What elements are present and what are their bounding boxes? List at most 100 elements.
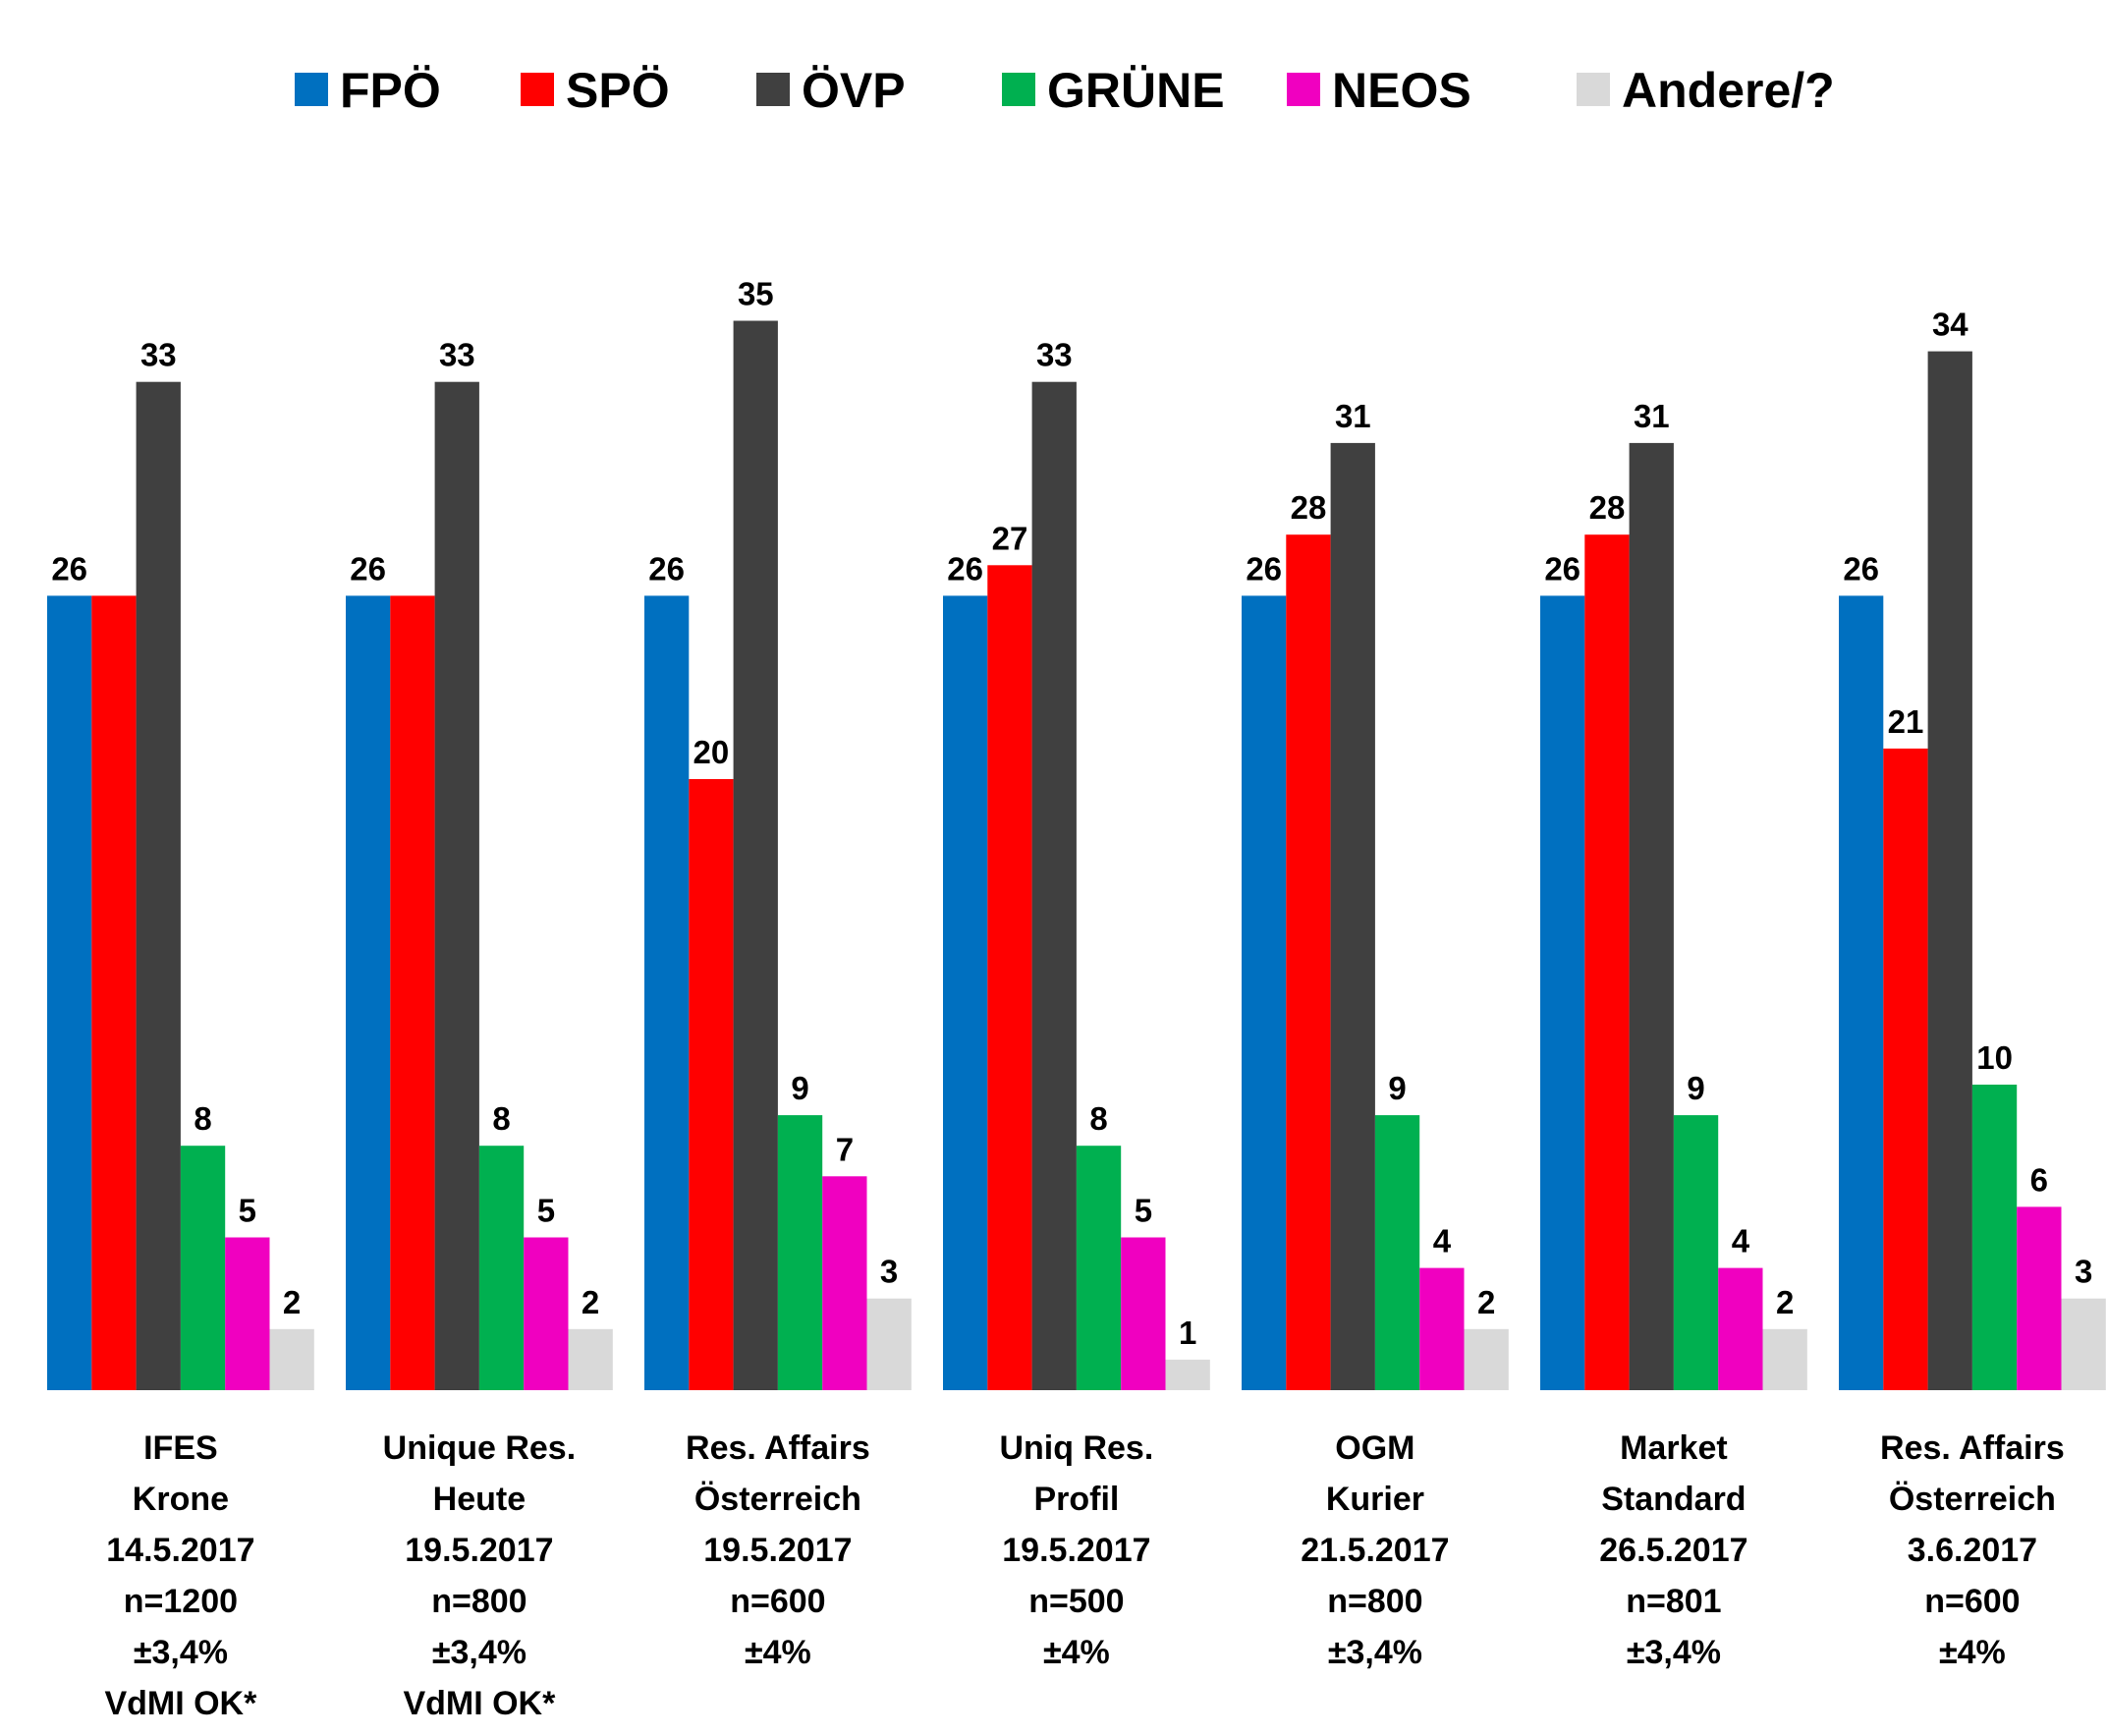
data-label-fpoe-group-1: 26 xyxy=(51,550,87,587)
bar-fpoe-group-4 xyxy=(943,595,988,1390)
bar-oevp-group-1 xyxy=(136,381,181,1391)
bar-spoe-group-5 xyxy=(1286,534,1331,1390)
data-label-neos-group-1: 5 xyxy=(239,1193,256,1229)
data-label-fpoe-group-5: 26 xyxy=(1246,550,1282,587)
category-label-group-4-line-3: 19.5.2017 xyxy=(1002,1532,1150,1569)
data-label-oevp-group-7: 34 xyxy=(1932,307,1968,343)
category-label-group-2-line-3: 19.5.2017 xyxy=(405,1532,553,1569)
category-label-group-3-line-5: ±4% xyxy=(745,1634,811,1671)
data-label-gruene-group-7: 10 xyxy=(1976,1039,2013,1076)
data-label-andere-group-6: 2 xyxy=(1776,1284,1794,1320)
legend-label-oevp: ÖVP xyxy=(802,63,906,118)
data-label-andere-group-1: 2 xyxy=(283,1284,301,1320)
data-label-spoe-group-7: 21 xyxy=(1888,703,1924,740)
bar-neos-group-4 xyxy=(1121,1237,1166,1390)
category-label-group-4-line-2: Profil xyxy=(1033,1481,1119,1518)
data-label-oevp-group-6: 31 xyxy=(1634,398,1670,434)
category-label-group-2-line-5: ±3,4% xyxy=(432,1634,527,1671)
data-label-oevp-group-3: 35 xyxy=(738,276,774,312)
legend-label-gruene: GRÜNE xyxy=(1047,63,1225,118)
legend-swatch-andere xyxy=(1577,73,1610,106)
legend-label-andere: Andere/? xyxy=(1622,63,1835,118)
data-label-spoe-group-5: 28 xyxy=(1291,489,1327,526)
data-label-andere-group-5: 2 xyxy=(1477,1284,1495,1320)
category-label-group-5-line-2: Kurier xyxy=(1326,1481,1424,1518)
data-label-neos-group-5: 4 xyxy=(1433,1223,1452,1260)
legend: FPÖ SPÖ ÖVP GRÜNE NEOS Andere/? xyxy=(295,63,1835,118)
data-label-fpoe-group-3: 26 xyxy=(648,550,685,587)
category-label-group-1-line-2: Krone xyxy=(133,1481,229,1518)
data-label-andere-group-3: 3 xyxy=(880,1254,898,1290)
bar-oevp-group-7 xyxy=(1927,351,1972,1391)
bar-neos-group-5 xyxy=(1419,1267,1465,1390)
legend-swatch-spoe xyxy=(521,73,554,106)
bar-andere-group-5 xyxy=(1464,1328,1509,1390)
data-label-oevp-group-2: 33 xyxy=(439,337,475,373)
category-label-group-5-line-5: ±3,4% xyxy=(1328,1634,1422,1671)
category-label-group-4-line-1: Uniq Res. xyxy=(999,1429,1153,1467)
category-label-group-5-line-3: 21.5.2017 xyxy=(1301,1532,1449,1569)
category-label-group-7-line-3: 3.6.2017 xyxy=(1908,1532,2037,1569)
bar-andere-group-2 xyxy=(568,1328,613,1390)
data-label-neos-group-3: 7 xyxy=(836,1131,854,1167)
data-label-gruene-group-1: 8 xyxy=(194,1100,211,1137)
data-label-spoe-group-6: 28 xyxy=(1589,489,1626,526)
data-label-fpoe-group-4: 26 xyxy=(947,550,983,587)
data-label-fpoe-group-2: 26 xyxy=(350,550,386,587)
bar-oevp-group-5 xyxy=(1330,442,1375,1390)
bar-fpoe-group-6 xyxy=(1540,595,1585,1390)
data-label-spoe-group-4: 27 xyxy=(992,520,1028,556)
legend-swatch-neos xyxy=(1287,73,1320,106)
value-labels: 2633852263385226203597326273385126283194… xyxy=(51,276,2092,1351)
bar-fpoe-group-2 xyxy=(346,595,391,1390)
bar-spoe-group-2 xyxy=(390,595,435,1390)
category-label-group-3-line-2: Österreich xyxy=(694,1481,861,1518)
category-labels: IFES Krone 14.5.2017 n=1200 ±3,4% VdMI OK* Uni… xyxy=(104,1429,2064,1722)
bar-fpoe-group-5 xyxy=(1242,595,1287,1390)
category-label-group-3-line-4: n=600 xyxy=(730,1583,825,1620)
bar-fpoe-group-1 xyxy=(47,595,92,1390)
bar-fpoe-group-3 xyxy=(644,595,690,1390)
bar-andere-group-4 xyxy=(1165,1359,1210,1390)
category-label-group-4-line-4: n=500 xyxy=(1028,1583,1124,1620)
bar-groups xyxy=(47,320,2106,1391)
bar-spoe-group-6 xyxy=(1584,534,1630,1390)
bar-gruene-group-2 xyxy=(478,1146,525,1390)
category-label-group-7-line-4: n=600 xyxy=(1924,1583,2020,1620)
bar-andere-group-7 xyxy=(2061,1298,2106,1390)
data-label-andere-group-2: 2 xyxy=(582,1284,599,1320)
bar-oevp-group-4 xyxy=(1031,381,1077,1391)
category-label-group-2-line-4: n=800 xyxy=(431,1583,527,1620)
category-label-group-1-line-4: n=1200 xyxy=(124,1583,238,1620)
bar-spoe-group-4 xyxy=(987,565,1032,1390)
category-label-group-3-line-3: 19.5.2017 xyxy=(703,1532,852,1569)
bar-gruene-group-5 xyxy=(1374,1115,1420,1390)
category-label-group-6-line-5: ±3,4% xyxy=(1627,1634,1721,1671)
bar-neos-group-6 xyxy=(1718,1267,1763,1390)
category-label-group-1-line-1: IFES xyxy=(143,1429,218,1467)
category-label-group-7-line-2: Österreich xyxy=(1889,1481,2056,1518)
bar-andere-group-6 xyxy=(1762,1328,1807,1390)
bar-neos-group-3 xyxy=(822,1176,867,1390)
category-label-group-6-line-4: n=801 xyxy=(1626,1583,1721,1620)
data-label-oevp-group-1: 33 xyxy=(140,337,177,373)
data-label-spoe-group-3: 20 xyxy=(693,734,730,770)
bar-oevp-group-2 xyxy=(434,381,479,1391)
data-label-andere-group-4: 1 xyxy=(1179,1315,1196,1351)
data-label-fpoe-group-6: 26 xyxy=(1544,550,1580,587)
bar-andere-group-3 xyxy=(866,1298,912,1390)
category-label-group-1-line-5: ±3,4% xyxy=(134,1634,228,1671)
bar-neos-group-2 xyxy=(524,1237,569,1390)
category-label-group-5-line-1: OGM xyxy=(1335,1429,1414,1467)
category-label-group-6-line-1: Market xyxy=(1620,1429,1728,1467)
data-label-gruene-group-4: 8 xyxy=(1089,1100,1107,1137)
data-label-neos-group-2: 5 xyxy=(537,1193,555,1229)
bar-gruene-group-4 xyxy=(1076,1146,1122,1390)
category-label-group-7-line-5: ±4% xyxy=(1939,1634,2006,1671)
data-label-fpoe-group-7: 26 xyxy=(1843,550,1879,587)
data-label-neos-group-6: 4 xyxy=(1732,1223,1750,1260)
legend-swatch-oevp xyxy=(756,73,790,106)
category-label-group-6-line-2: Standard xyxy=(1601,1481,1746,1518)
bar-andere-group-1 xyxy=(269,1328,314,1390)
